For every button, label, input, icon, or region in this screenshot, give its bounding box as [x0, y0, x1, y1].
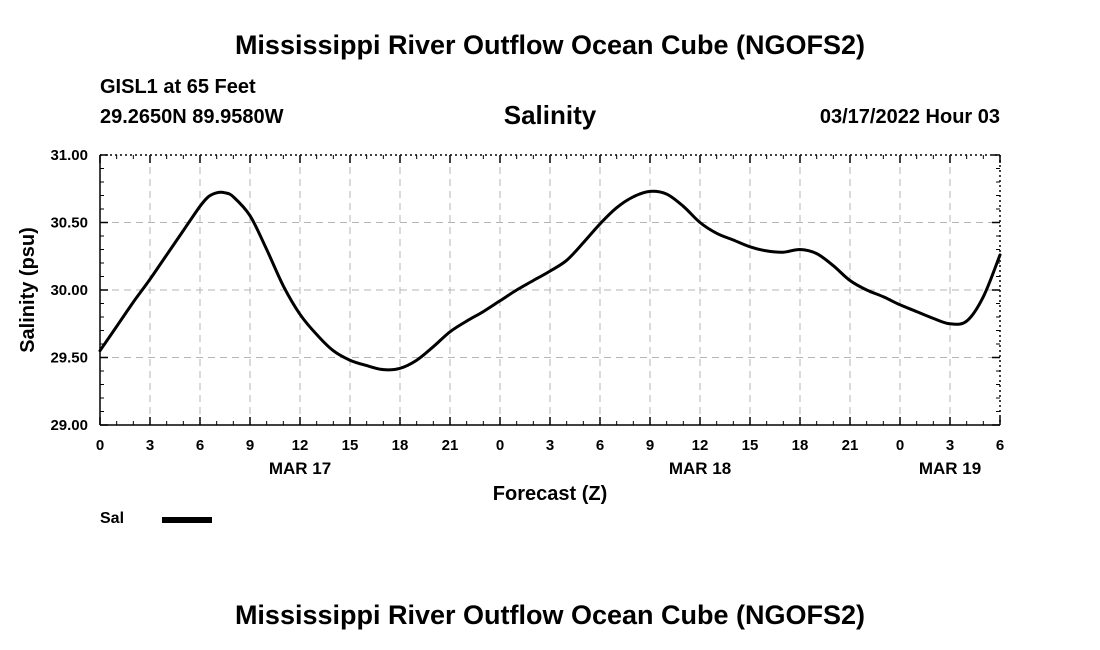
main-title: Mississippi River Outflow Ocean Cube (NG… [234, 30, 866, 60]
x-tick-label: 21 [842, 437, 859, 454]
x-tick-label: 3 [946, 437, 954, 454]
x-tick-label: 18 [392, 437, 409, 454]
y-tick-label: 30.50 [50, 215, 88, 232]
legend-line-swatch [162, 517, 212, 523]
x-tick-label: 3 [146, 437, 154, 454]
x-tick-label: 18 [792, 437, 809, 454]
date-label: MAR 18 [669, 459, 731, 478]
y-axis-label: Salinity (psu) [17, 227, 39, 353]
x-tick-label: 6 [196, 437, 204, 454]
x-tick-label: 12 [692, 437, 709, 454]
grid-layer [100, 155, 1000, 425]
x-tick-label: 0 [96, 437, 104, 454]
salinity-series-line [98, 189, 1002, 372]
x-tick-label: 3 [546, 437, 554, 454]
x-axis-label: Forecast (Z) [493, 483, 607, 505]
station-coordinates: 29.2650N 89.9580W [100, 106, 284, 128]
x-tick-label: 15 [342, 437, 359, 454]
x-tick-label: 12 [292, 437, 309, 454]
x-tick-label: 21 [442, 437, 459, 454]
x-tick-label: 6 [596, 437, 604, 454]
x-tick-label: 9 [246, 437, 254, 454]
forecast-datetime: 03/17/2022 Hour 03 [819, 106, 1000, 128]
y-tick-label: 30.00 [50, 282, 88, 299]
labels-layer: 0 3 6 9 12 15 18 21 0 3 6 9 12 15 18 21 0 3 6 29.00 29.50 30.… [50, 147, 1004, 478]
y-tick-label: 29.50 [50, 350, 88, 367]
y-tick-label: 29.00 [50, 417, 88, 434]
x-tick-label: 15 [742, 437, 759, 454]
station-label: GISL1 at 65 Feet [100, 76, 256, 98]
y-tick-label: 31.00 [50, 147, 88, 164]
legend-label: Sal [100, 510, 125, 527]
x-tick-label: 0 [896, 437, 904, 454]
date-label: MAR 19 [919, 459, 981, 478]
date-label: MAR 17 [269, 459, 331, 478]
x-tick-label: 0 [496, 437, 504, 454]
chart-title: Salinity [503, 100, 597, 130]
bottom-title: Mississippi River Outflow Ocean Cube (NG… [234, 600, 866, 630]
x-tick-label: 9 [646, 437, 654, 454]
x-tick-label: 6 [996, 437, 1004, 454]
